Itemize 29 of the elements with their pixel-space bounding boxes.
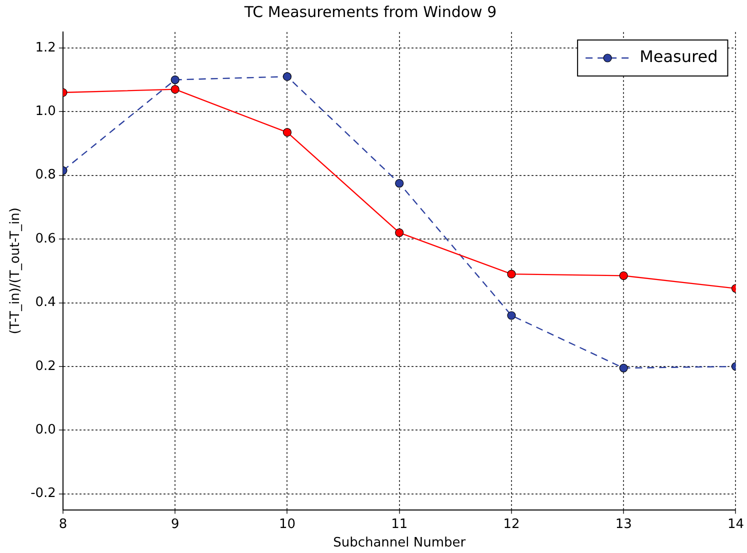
y-axis-title: (T-T_in)/(T_out-T_in) [8, 208, 24, 334]
y-tick-label: 0.4 [35, 295, 56, 310]
point [507, 270, 516, 278]
x-tick-label: 10 [278, 516, 296, 532]
x-tick-label: 11 [391, 516, 408, 532]
x-tick-label: 8 [58, 516, 68, 532]
chart-title: TC Measurements from Window 9 [243, 2, 497, 21]
x-tick-label: 13 [615, 516, 632, 532]
point [170, 75, 180, 84]
point [395, 228, 404, 237]
y-tick-label: 1.0 [35, 104, 56, 120]
y-tick-label: 0.8 [35, 168, 56, 183]
y-tick-label: 1.2 [35, 40, 56, 56]
legend-label: Measured [640, 47, 718, 66]
point [619, 364, 628, 372]
point [619, 271, 628, 280]
x-tick-label: 9 [170, 516, 180, 532]
y-tick-label: 0.2 [35, 358, 56, 374]
x-tick-label: 12 [503, 516, 520, 532]
point [170, 85, 180, 94]
point [282, 128, 292, 137]
y-tick-label: 0.6 [35, 231, 56, 246]
x-tick-label: 14 [727, 516, 744, 532]
y-tick-label: 0.0 [35, 422, 56, 438]
x-axis-title: Subchannel Number [333, 536, 466, 551]
y-tick-label: -0.2 [30, 486, 56, 502]
point [395, 179, 404, 188]
point [282, 72, 292, 81]
point [507, 311, 516, 320]
